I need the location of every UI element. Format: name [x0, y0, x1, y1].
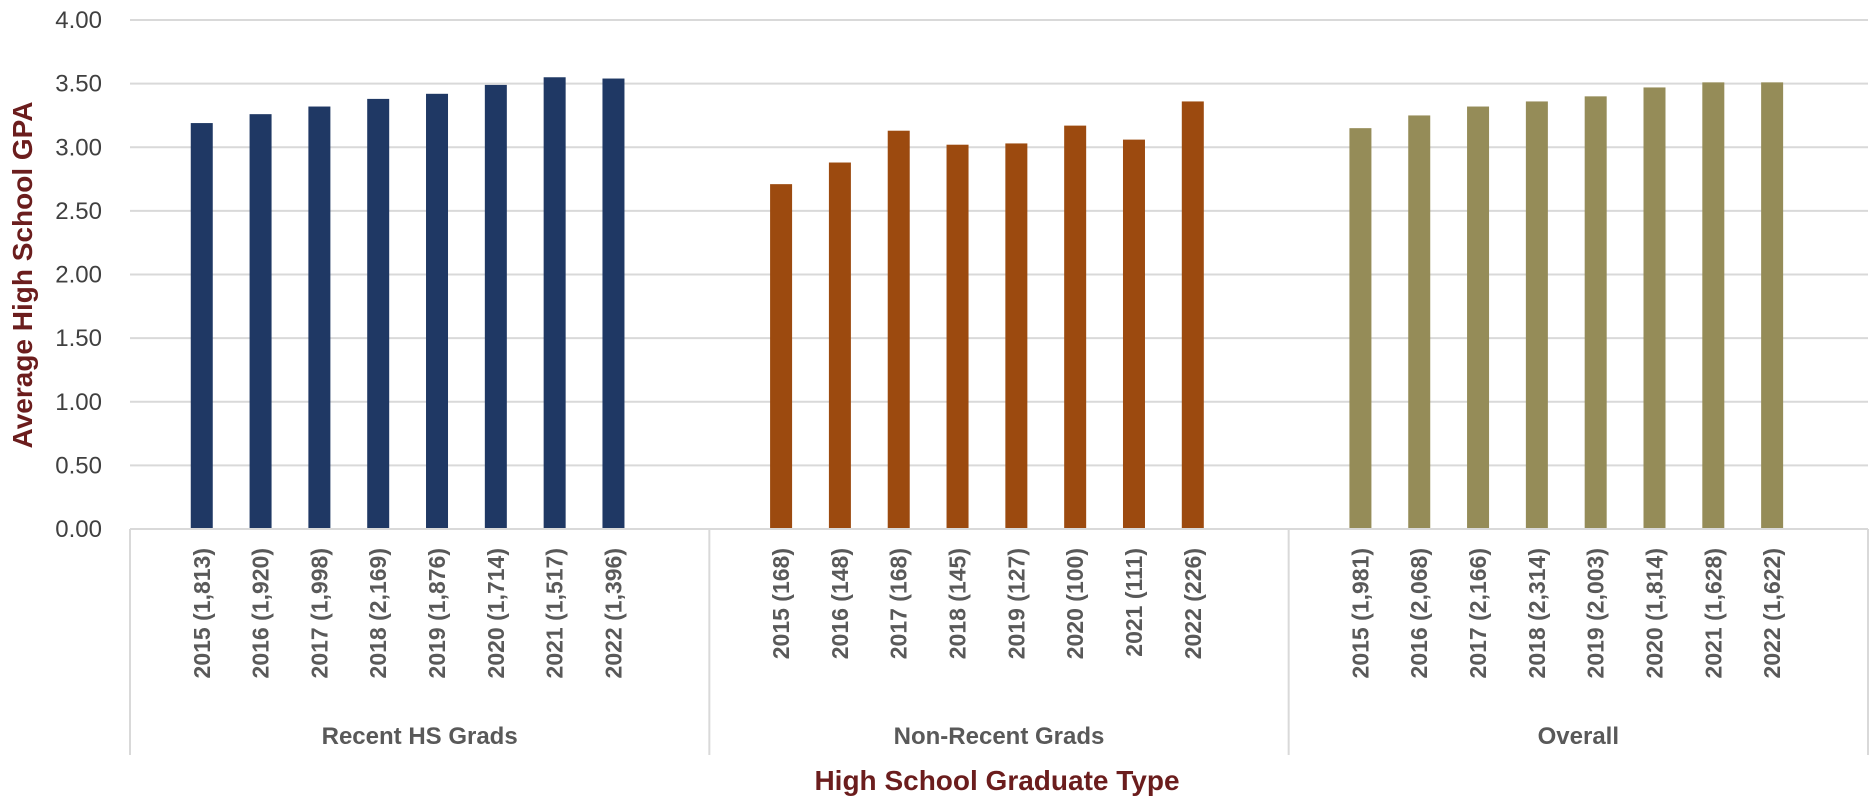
bar — [887, 130, 910, 529]
x-tick-label: 2018 (2,169) — [365, 548, 391, 678]
bar — [1525, 101, 1548, 529]
bar — [249, 114, 272, 529]
bar — [190, 123, 213, 529]
bar — [1467, 106, 1490, 529]
bar — [1584, 96, 1607, 529]
bar — [1702, 82, 1725, 529]
bar — [946, 144, 969, 529]
x-tick-label: 2020 (1,714) — [483, 548, 509, 678]
gridlines — [130, 19, 1868, 530]
y-tick-label: 4.00 — [55, 7, 102, 34]
x-tick-label: 2021 (111) — [1121, 548, 1147, 657]
x-tick-label: 2015 (168) — [768, 548, 794, 659]
x-tick-label: 2019 (2,003) — [1583, 548, 1609, 678]
x-tick-label: 2017 (1,998) — [306, 548, 332, 678]
x-tick-label: 2020 (100) — [1062, 548, 1088, 659]
y-tick-label: 0.50 — [55, 452, 102, 479]
bar — [1761, 82, 1784, 529]
x-tick-label: 2016 (148) — [827, 548, 853, 659]
bar — [1122, 139, 1145, 530]
x-tick-label: 2015 (1,813) — [189, 548, 215, 678]
x-tick-label: 2017 (168) — [886, 548, 912, 659]
bar — [828, 162, 851, 529]
x-axis-title: High School Graduate Type — [814, 765, 1179, 796]
bar — [602, 78, 625, 529]
bar — [1181, 101, 1204, 529]
y-tick-label: 2.00 — [55, 262, 102, 289]
x-tick-label: 2020 (1,814) — [1641, 548, 1667, 678]
y-axis-ticks: 0.00 0.50 1.00 1.50 2.00 2.50 3.00 3.50 4.00 — [55, 7, 102, 543]
x-tick-label: 2019 (127) — [1003, 548, 1029, 659]
y-tick-label: 1.00 — [55, 389, 102, 416]
bar — [543, 77, 566, 529]
y-tick-label: 2.50 — [55, 198, 102, 225]
bars — [190, 77, 1784, 530]
bar — [1349, 128, 1372, 529]
x-tick-label: 2021 (1,628) — [1700, 548, 1726, 678]
bar — [484, 84, 507, 530]
bar — [770, 184, 793, 529]
y-tick-label: 3.00 — [55, 134, 102, 161]
x-tick-label: 2019 (1,876) — [424, 548, 450, 678]
x-tick-label: 2016 (2,068) — [1406, 548, 1432, 678]
x-tick-label: 2016 (1,920) — [248, 548, 274, 678]
y-tick-label: 3.50 — [55, 71, 102, 98]
group-label: Overall — [1538, 723, 1619, 750]
bar — [1005, 143, 1028, 529]
bar — [1643, 87, 1666, 529]
y-axis-title: Average High School GPA — [7, 102, 38, 449]
bar — [367, 98, 390, 530]
bar — [1408, 115, 1431, 529]
x-tick-label: 2022 (1,622) — [1759, 548, 1785, 678]
bar — [1064, 125, 1087, 530]
x-tick-label: 2022 (1,396) — [600, 548, 626, 678]
x-tick-label: 2018 (2,314) — [1524, 548, 1550, 678]
group-label: Recent HS Grads — [322, 723, 518, 750]
x-tick-label: 2021 (1,517) — [542, 548, 568, 678]
x-tick-label: 2018 (145) — [945, 548, 971, 659]
x-tick-label: 2022 (226) — [1180, 548, 1206, 659]
x-axis: 2015 (1,813) 2016 (1,920) 2017 (1,998) 2018… — [129, 528, 1869, 755]
y-tick-label: 1.50 — [55, 325, 102, 352]
group-label: Non-Recent Grads — [894, 723, 1105, 750]
y-tick-label: 0.00 — [55, 516, 102, 543]
x-tick-label: 2015 (1,981) — [1347, 548, 1373, 678]
x-tick-label: 2017 (2,166) — [1465, 548, 1491, 678]
bar — [308, 106, 331, 529]
bar — [426, 93, 449, 530]
